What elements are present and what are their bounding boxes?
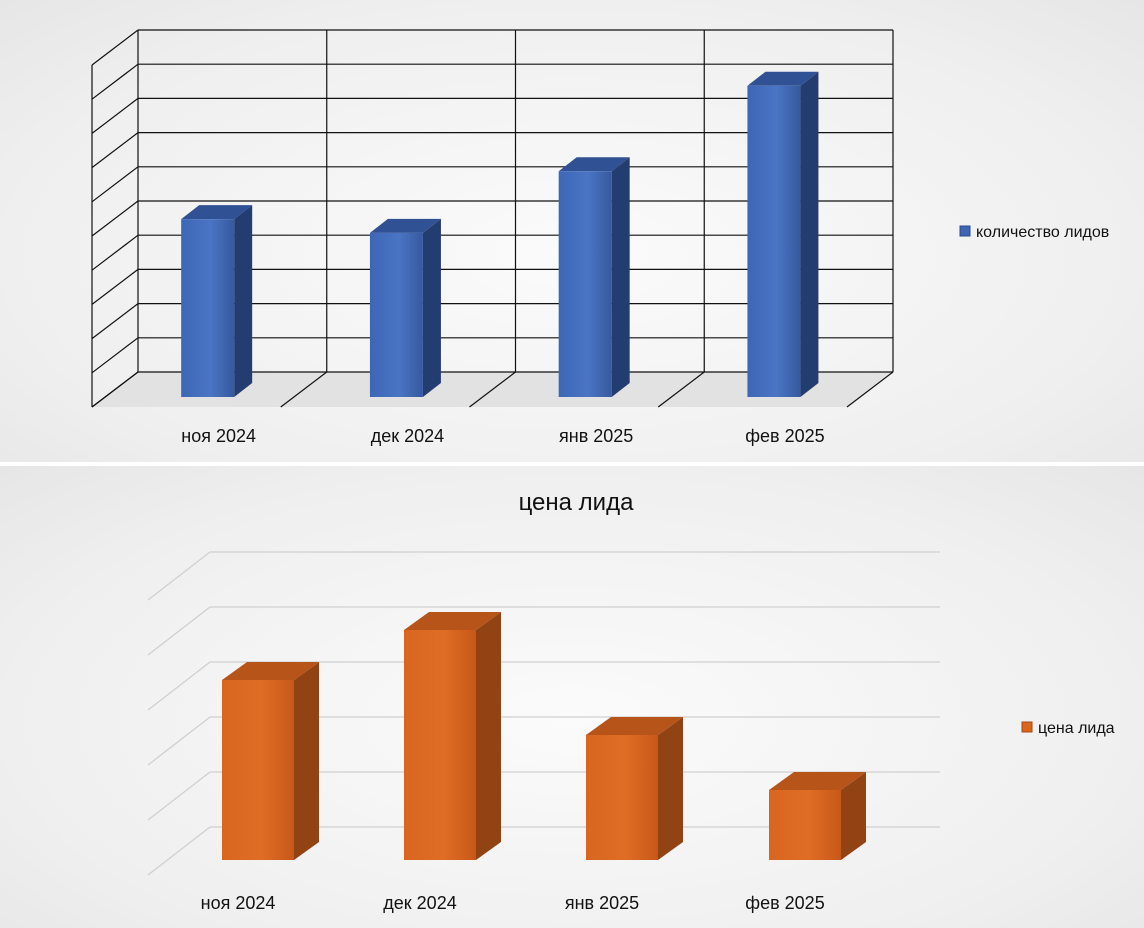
x-tick-label: дек 2024 xyxy=(383,893,456,913)
bars xyxy=(181,71,819,397)
lead-price-chart: цена лида ноя 2024 дек 2024 янв 2025 фев 20… xyxy=(147,489,1115,913)
gridline xyxy=(147,606,211,656)
leads-count-chart-panel: ноя 2024 дек 2024 янв 2025 фев 2025 количес… xyxy=(0,0,1144,462)
legend-label: количество лидов xyxy=(976,224,1109,241)
x-tick-label: янв 2025 xyxy=(565,893,639,913)
x-tick-label: дек 2024 xyxy=(371,426,444,446)
divider xyxy=(0,462,1144,466)
gridline xyxy=(147,551,211,601)
gridline xyxy=(91,132,139,169)
legend: количество лидов xyxy=(959,224,1109,241)
gridline xyxy=(147,661,211,711)
legend: цена лида xyxy=(1021,720,1115,737)
gridline xyxy=(280,371,328,408)
gridline xyxy=(147,826,211,876)
gridline xyxy=(657,371,705,408)
gridline xyxy=(91,166,139,203)
gridline xyxy=(91,29,139,66)
bar xyxy=(181,205,253,397)
bar xyxy=(369,218,441,397)
gridline xyxy=(91,268,139,305)
legend-swatch xyxy=(1021,721,1033,733)
bar xyxy=(769,772,866,860)
x-tick-label: фев 2025 xyxy=(745,426,824,446)
x-axis-ticks: ноя 2024 дек 2024 янв 2025 фев 2025 xyxy=(181,426,824,446)
gridline xyxy=(91,337,139,374)
gridline xyxy=(91,97,139,134)
x-axis-ticks: ноя 2024 дек 2024 янв 2025 фев 2025 xyxy=(201,893,825,913)
gridline xyxy=(469,371,516,408)
chart-title: цена лида xyxy=(519,489,635,516)
gridline xyxy=(147,771,211,821)
gridline xyxy=(846,371,894,408)
legend-label: цена лида xyxy=(1038,720,1115,737)
gridline xyxy=(91,371,139,408)
gridline xyxy=(91,63,139,100)
bar xyxy=(747,71,819,397)
bar xyxy=(586,717,683,860)
bars xyxy=(222,612,866,860)
legend-swatch xyxy=(959,225,971,237)
x-tick-label: ноя 2024 xyxy=(181,426,256,446)
leads-count-chart: ноя 2024 дек 2024 янв 2025 фев 2025 количес… xyxy=(91,29,1109,446)
bar xyxy=(404,612,501,860)
lead-price-chart-panel: цена лида ноя 2024 дек 2024 янв 2025 фев 20… xyxy=(0,466,1144,928)
bar xyxy=(222,662,319,860)
bar xyxy=(558,157,630,397)
x-tick-label: янв 2025 xyxy=(559,426,633,446)
gridline xyxy=(147,716,211,766)
x-tick-label: фев 2025 xyxy=(745,893,824,913)
gridline xyxy=(91,200,139,237)
gridline xyxy=(91,303,139,340)
x-tick-label: ноя 2024 xyxy=(201,893,276,913)
gridline xyxy=(91,234,139,271)
